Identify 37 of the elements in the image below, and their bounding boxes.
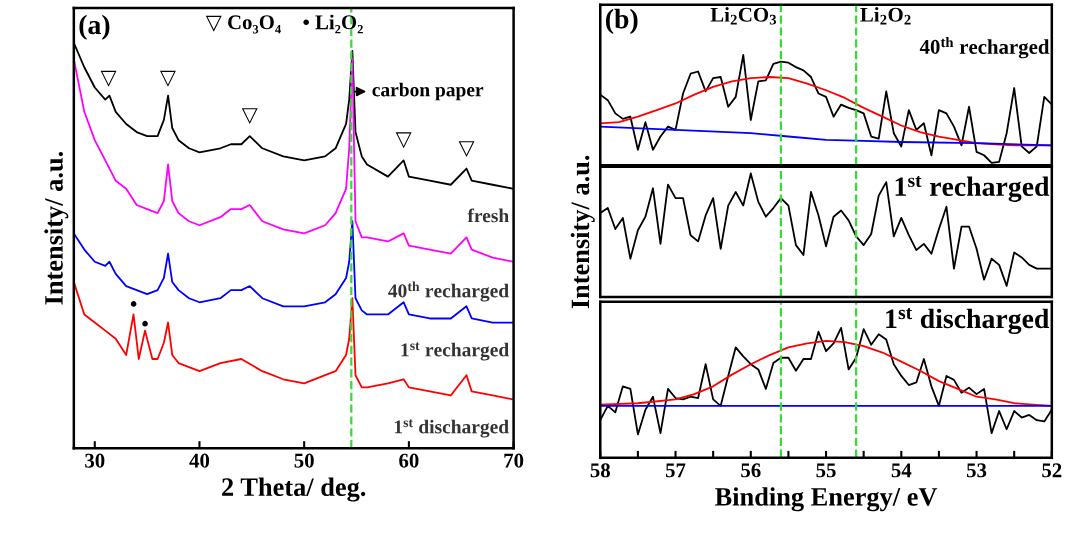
x-tick-label: 55 [816, 463, 836, 478]
text: ▽ Co₃O₄ [205, 15, 281, 34]
series-label: 40$^{th}$ recharged [388, 281, 509, 302]
annotation: 40$^{th}$ recharged [919, 36, 1050, 59]
ref-line-label: Li$_{2}$CO$_{3}$ [710, 7, 777, 25]
text: (b) [606, 8, 638, 35]
x-tick-label: 52 [1042, 463, 1062, 478]
y-axis-title: Intensity/ a.u. [570, 155, 595, 309]
series-label: fresh [467, 208, 509, 223]
x-axis-title: Binding Energy/ eV [715, 487, 938, 512]
annotation: ▽ [159, 70, 176, 87]
annotation: carbon paper [372, 82, 484, 101]
annotation: • [130, 301, 137, 307]
series-label: 1$^{st}$ recharged [401, 342, 509, 361]
x-tick-label: 53 [966, 463, 987, 478]
series-label: 1$^{st}$ discharged [394, 419, 509, 438]
annotation: ▽ [241, 108, 258, 125]
annotation: • [142, 320, 148, 327]
annotation: 1$^{st}$ discharged [886, 308, 1050, 335]
text: • Li₂O₂ [303, 14, 363, 34]
annotation: 1$^{st}$ recharged [895, 175, 1050, 202]
annotation: ▽ [100, 70, 117, 87]
y-axis-title: Intensity/ a.u. [44, 151, 69, 305]
x-tick-label: 56 [741, 463, 761, 478]
x-tick-label: 60 [399, 453, 419, 468]
x-tick-label: 70 [504, 453, 524, 468]
text: (a) [79, 14, 110, 40]
annotation: ▽ [395, 132, 412, 149]
x-tick-label: 50 [294, 453, 314, 468]
x-tick-label: 57 [665, 463, 686, 478]
x-tick-label: 30 [85, 453, 105, 468]
x-tick-label: 40 [189, 453, 210, 468]
x-tick-label: 54 [891, 463, 912, 478]
annotation: ▽ [458, 141, 475, 158]
ref-line-label: Li$_{2}$O$_{2}$ [860, 7, 911, 25]
x-tick-label: 58 [590, 463, 610, 478]
x-axis-title: 2 Theta/ deg. [222, 477, 366, 502]
